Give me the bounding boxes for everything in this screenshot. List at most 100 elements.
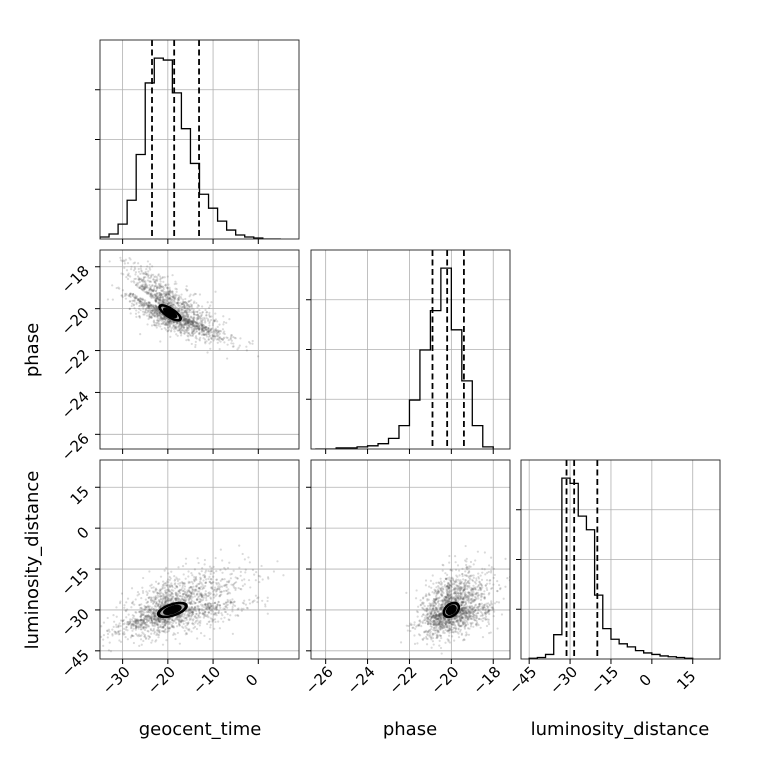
sample-point [140,614,143,617]
sample-point [136,299,139,302]
sample-point [168,590,171,593]
sample-point [208,321,211,325]
sample-point [143,287,146,290]
sample-point [115,615,118,618]
sample-point [136,618,139,621]
sample-point [181,302,184,305]
sample-point [457,615,461,618]
sample-point [156,286,159,289]
sample-point [145,304,148,307]
sample-point [467,610,471,613]
sample-point [198,624,201,627]
sample-point [139,634,142,638]
sample-point [154,293,157,296]
sample-point [145,616,148,619]
sample-point [160,316,163,319]
sample-point [217,334,220,337]
sample-point [222,602,225,605]
sample-point [428,635,431,638]
sample-point [464,612,467,615]
sample-point [448,622,451,625]
sample-point [440,583,443,586]
sample-point [131,624,134,627]
sample-point [140,297,143,301]
sample-point [474,609,477,612]
sample-point [446,593,449,596]
sample-point [147,634,150,638]
sample-point [433,614,436,617]
sample-point [158,311,162,315]
sample-point [470,590,474,593]
sample-point [159,296,163,299]
sample-point [469,606,472,609]
sample-point [154,616,157,619]
sample-point [139,625,142,629]
sample-point [138,593,141,596]
sample-point [181,311,184,314]
sample-point [202,612,205,615]
sample-point [140,606,143,609]
sample-point [175,597,178,601]
sample-point [191,619,195,622]
sample-point [446,594,449,597]
sample-point [152,306,155,309]
sample-point [426,622,430,626]
sample-point [184,317,187,320]
sample-point [447,599,450,602]
sample-point [458,625,461,628]
sample-point [191,582,194,585]
sample-point [157,618,160,621]
sample-point [164,284,167,287]
sample-point [179,615,182,618]
sample-point [159,285,162,288]
sample-point [449,621,452,625]
sample-point [198,331,201,334]
sample-point [151,309,154,312]
sample-point [210,569,213,572]
sample-point [207,594,210,597]
sample-point [444,595,447,598]
sample-point [428,593,431,597]
sample-point [144,608,147,611]
sample-point [146,286,149,289]
sample-point [445,600,448,603]
sample-point [166,580,169,583]
sample-point [171,290,174,293]
sample-point [167,581,170,584]
sample-point [167,318,170,321]
sample-point [134,624,137,628]
sample-point [461,609,464,613]
sample-point [461,609,464,612]
sample-point [164,597,167,601]
sample-point [161,585,164,589]
sample-point [484,610,487,613]
sample-point [177,310,181,313]
sample-point [152,602,155,605]
sample-point [169,320,173,323]
sample-point [453,618,456,621]
sample-point [218,329,222,332]
sample-point [143,273,146,276]
sample-point [186,323,189,326]
sample-point [213,319,216,322]
sample-point [147,609,150,612]
sample-point [205,317,208,320]
sample-points [100,544,285,653]
sample-point [176,596,179,600]
sample-point [143,604,146,608]
sample-point [174,597,177,600]
sample-point [187,319,191,322]
sample-point [182,329,185,333]
sample-point [159,292,163,295]
sample-point [212,606,215,609]
sample-point [454,628,458,631]
sample-point [468,615,472,618]
sample-point [158,631,161,634]
sample-point [229,599,232,602]
sample-point [145,267,148,271]
sample-point [227,591,230,594]
sample-point [188,318,191,321]
sample-point [159,605,162,608]
sample-point [222,337,225,340]
